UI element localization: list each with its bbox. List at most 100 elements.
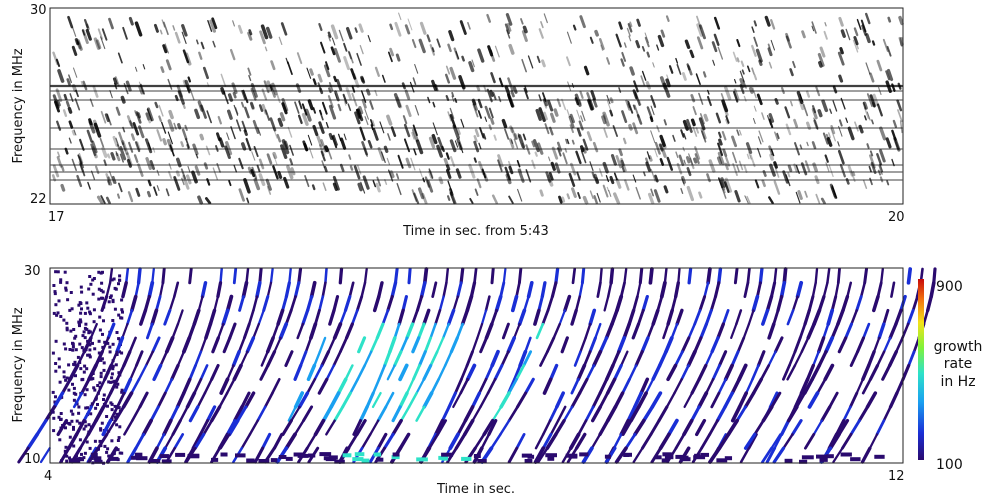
bottom-sweep-band xyxy=(686,349,697,368)
bottom-noise-dot xyxy=(88,310,92,314)
top-streak xyxy=(330,24,339,40)
top-streak xyxy=(126,158,132,168)
bottom-noise-dot xyxy=(93,439,97,443)
top-streak xyxy=(561,98,567,111)
top-streak xyxy=(266,80,273,92)
top-streak xyxy=(165,188,170,197)
bottom-sweep-band xyxy=(269,267,274,284)
top-streak xyxy=(198,51,203,60)
top-streak xyxy=(363,147,368,157)
top-streak xyxy=(317,73,323,83)
bottom-noise-dot xyxy=(53,292,57,296)
top-streak xyxy=(757,147,762,158)
top-streak xyxy=(486,13,491,23)
top-streak xyxy=(627,100,634,114)
top-streak xyxy=(395,53,401,62)
top-streak xyxy=(52,164,60,178)
bottom-sweep-band xyxy=(786,309,795,326)
top-streak xyxy=(672,134,676,142)
top-streak xyxy=(246,197,250,204)
top-streak xyxy=(695,127,700,134)
top-streak xyxy=(95,165,100,175)
top-streak xyxy=(811,107,818,120)
top-streak xyxy=(516,159,521,168)
top-streak xyxy=(194,108,201,120)
top-streak xyxy=(661,138,667,149)
top-streak xyxy=(897,82,902,90)
bottom-noise-dot xyxy=(110,376,114,380)
top-streak xyxy=(620,58,625,67)
top-streak xyxy=(589,161,594,172)
bottom-baseline-blob xyxy=(352,457,364,462)
bottom-noise-dot xyxy=(72,444,76,448)
top-streak xyxy=(712,59,716,66)
bottom-sweep-band xyxy=(397,308,405,326)
bottom-baseline-blob xyxy=(270,458,278,463)
bottom-sweep-band xyxy=(717,378,727,395)
top-streak xyxy=(770,39,776,51)
bottom-sweep-band xyxy=(826,267,831,285)
top-streak xyxy=(811,105,817,114)
top-streak xyxy=(715,112,722,124)
bottom-sweep-band xyxy=(419,281,427,299)
bottom-noise-dot xyxy=(100,357,104,361)
top-streak xyxy=(186,174,192,185)
bottom-sweep-band xyxy=(867,350,876,368)
bottom-sweep-band xyxy=(807,295,815,312)
top-streak xyxy=(436,144,444,158)
top-streak xyxy=(79,163,86,177)
bottom-sweep-band xyxy=(240,391,251,409)
bottom-sweep-band xyxy=(248,419,259,436)
bottom-sweep-band xyxy=(363,267,368,284)
top-streak xyxy=(613,172,618,181)
bottom-sweep-band xyxy=(134,350,144,367)
top-streak xyxy=(645,161,652,172)
bottom-sweep-band xyxy=(865,391,878,409)
top-streak xyxy=(594,177,599,184)
top-streak xyxy=(609,175,615,185)
bottom-sweep-band xyxy=(708,419,719,436)
bottom-noise-dot xyxy=(114,363,118,367)
top-streak xyxy=(138,125,145,139)
top-streak xyxy=(372,127,379,141)
top-streak xyxy=(374,66,380,77)
top-streak xyxy=(281,139,290,155)
bottom-sweep-band xyxy=(499,281,506,299)
top-streak xyxy=(395,173,400,180)
bottom-sweep-band xyxy=(122,350,132,368)
bottom-noise-dot xyxy=(71,412,75,416)
top-streak xyxy=(853,27,859,37)
top-streak xyxy=(327,31,332,38)
top-streak xyxy=(800,162,808,176)
top-streak xyxy=(123,83,129,95)
top-streak xyxy=(205,145,211,156)
top-streak xyxy=(82,29,86,36)
top-streak xyxy=(167,78,173,90)
top-streak xyxy=(323,165,328,173)
bottom-sweep-band xyxy=(759,364,771,381)
top-streak xyxy=(277,170,283,179)
top-streak xyxy=(829,108,833,114)
bottom-noise-dot xyxy=(58,380,62,384)
top-streak xyxy=(394,21,402,37)
bottom-sweep-band xyxy=(698,295,707,312)
bottom-noise-dot xyxy=(116,382,120,386)
top-streak xyxy=(746,65,751,73)
top-streak xyxy=(748,86,754,94)
top-streak xyxy=(789,68,794,77)
bottom-sweep-band xyxy=(674,350,684,367)
top-streak xyxy=(100,36,106,50)
bottom-sweep-band xyxy=(284,350,294,368)
bottom-sweep-band xyxy=(761,308,770,326)
top-streak xyxy=(449,156,456,167)
bottom-sweep-band xyxy=(348,281,355,298)
top-streak xyxy=(638,99,642,106)
top-streak xyxy=(411,38,417,49)
bottom-sweep-band xyxy=(388,336,397,354)
top-streak xyxy=(567,81,572,91)
top-streak xyxy=(572,24,577,31)
bottom-noise-dot xyxy=(87,353,91,357)
bottom-noise-dot xyxy=(83,451,87,455)
bottom-xtick-max: 12 xyxy=(888,469,905,484)
bottom-sweep-band xyxy=(772,446,786,464)
